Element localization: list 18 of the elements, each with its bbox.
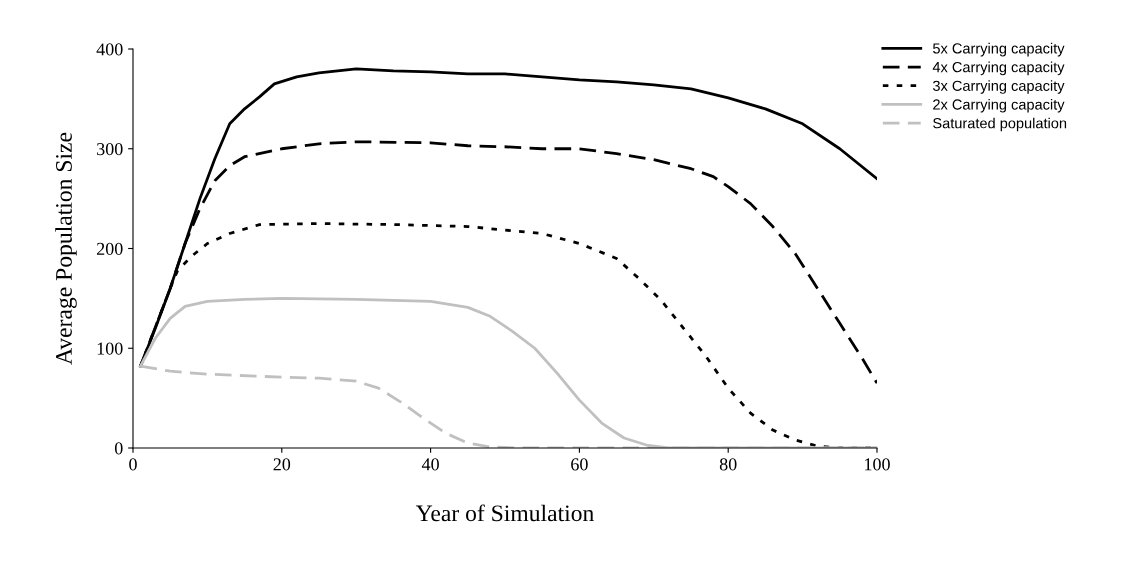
x-tick-label: 0 — [129, 458, 137, 471]
legend-label: 2x Carrying capacity — [933, 98, 1065, 113]
x-tick-label: 20 — [273, 458, 291, 471]
x-tick-label: 80 — [719, 458, 737, 471]
y-tick-label: 300 — [97, 143, 123, 156]
x-tick-label: 40 — [421, 458, 439, 471]
y-tick-label: 100 — [97, 342, 123, 355]
y-axis-title: Average Population Size — [55, 132, 77, 365]
y-tick-label: 0 — [114, 442, 123, 455]
legend-label: Saturated population — [933, 117, 1067, 132]
x-tick-label: 100 — [865, 458, 890, 471]
x-axis-title: Year of Simulation — [415, 504, 594, 522]
legend-label: 5x Carrying capacity — [933, 42, 1065, 57]
y-tick-label: 200 — [96, 242, 123, 255]
x-tick-label: 60 — [571, 458, 588, 471]
legend-label: 3x Carrying capacity — [932, 80, 1065, 94]
legend-label: 4x Carrying capacity — [932, 61, 1065, 76]
y-tick-label: 400 — [96, 43, 123, 56]
